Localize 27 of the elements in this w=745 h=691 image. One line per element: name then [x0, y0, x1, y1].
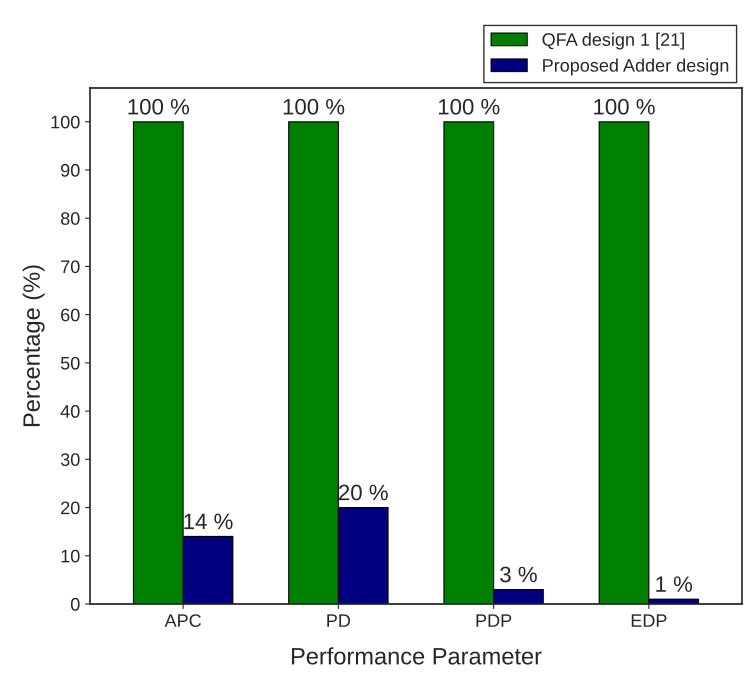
y-tick-label: 10	[62, 550, 80, 562]
x-axis-title: Performance Parameter	[292, 647, 542, 665]
y-tick-label: 40	[60, 405, 80, 418]
y-axis-title: Percentage (%)	[22, 265, 45, 426]
x-tick-label: APC	[164, 614, 202, 627]
y-tick-label: 60	[61, 308, 80, 322]
data-label: 100 %	[284, 98, 344, 115]
data-label: 1 %	[656, 576, 692, 592]
y-tick-label: 20	[61, 501, 80, 514]
data-label: 100 %	[438, 98, 500, 115]
y-tick-label: 50	[60, 356, 80, 370]
data-label: 20 %	[339, 484, 388, 500]
y-tick-label: 80	[60, 212, 80, 225]
y-tick-label: 30	[60, 453, 80, 466]
data-label: 100 %	[128, 98, 190, 115]
legend-label: Proposed Adder design	[543, 58, 728, 76]
y-tick-label: 100	[52, 116, 80, 128]
y-tick-label: 70	[61, 260, 80, 274]
legend-label: QFA design 1 [21]	[542, 32, 684, 50]
data-label: 14 %	[184, 514, 233, 530]
x-tick-label: EDP	[632, 614, 666, 627]
x-tick-label: PD	[327, 614, 350, 627]
x-tick-label: PDP	[476, 614, 512, 627]
data-label: 3 %	[500, 566, 537, 582]
data-label: 100 %	[594, 98, 655, 115]
y-tick-label: 90	[61, 164, 80, 177]
y-tick-label: 0	[70, 598, 80, 611]
